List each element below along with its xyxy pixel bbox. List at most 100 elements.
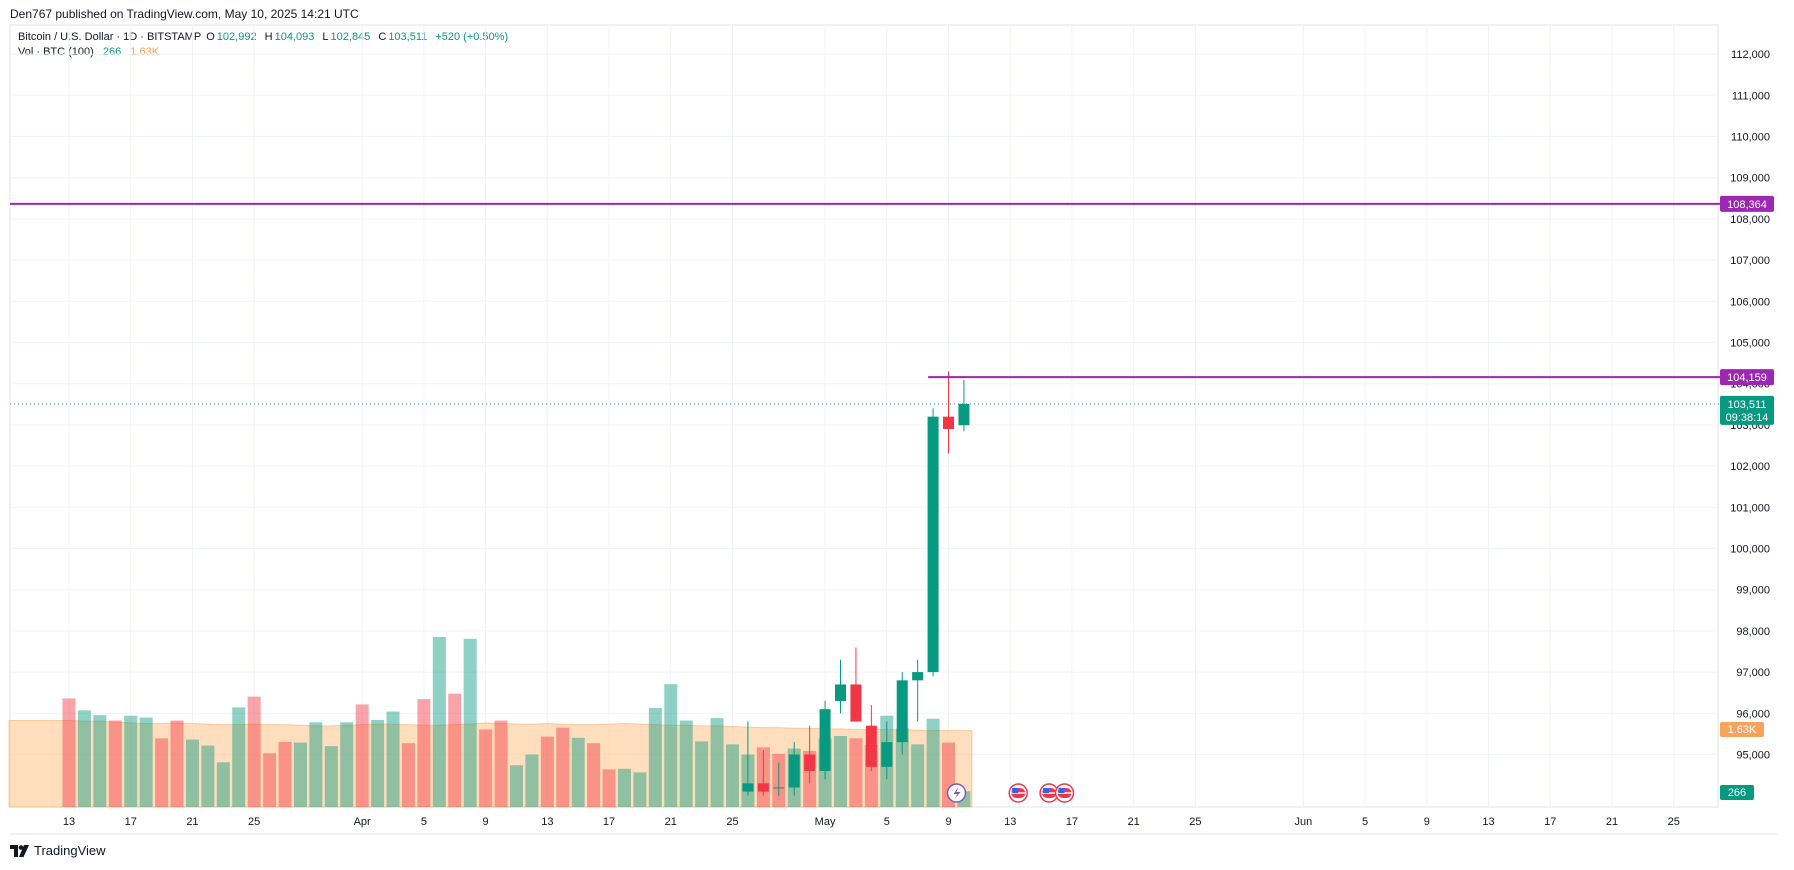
date-tick-label: 13 [63,816,75,828]
close-label: C [378,31,387,43]
date-tick-label: Jun [1295,816,1313,828]
brand-name[interactable]: TradingView [34,843,106,858]
candle-body[interactable] [773,787,785,789]
candle-body[interactable] [912,672,924,681]
date-tick-label: 9 [483,816,489,828]
volume-bar [556,727,570,807]
volume-bar [340,722,354,807]
date-tick-label: 21 [1606,816,1618,828]
volume-bar [911,744,925,807]
volume-bar [185,739,199,807]
volume-bar [587,743,601,807]
candle-body[interactable] [881,742,893,767]
volume-ma-value: 1.63K [130,46,160,58]
candle-body[interactable] [958,403,970,426]
date-tick-label: 13 [1004,816,1016,828]
candle-body[interactable] [865,725,877,767]
volume-title[interactable]: Vol · BTC (100) [18,46,94,58]
volume-bar [216,762,230,807]
open-value: 102,992 [216,31,257,43]
volume-ma-badge-label: 1.63K [1728,724,1757,736]
volume-bar [293,742,307,807]
candle-body[interactable] [943,416,955,430]
volume-bar [664,684,678,807]
date-tick-label: 21 [665,816,677,828]
price-tick-label: 111,000 [1732,90,1770,102]
date-tick-label: May [815,816,836,828]
date-tick-label: 25 [1668,816,1680,828]
volume-last-badge [1720,785,1754,800]
tradingview-logo-icon [10,844,29,857]
candle-body[interactable] [927,416,939,673]
price-tick-label: 105,000 [1730,338,1770,350]
price-tick-label: 95,000 [1736,750,1770,762]
volume-bar [247,696,261,807]
volume-bar [278,741,292,807]
high-label: H [264,31,273,43]
volume-bar [926,718,940,807]
volume-bar [77,710,91,807]
date-tick-label: 21 [1128,816,1140,828]
volume-bar [725,744,739,807]
volume-bar [263,753,277,807]
date-tick-label: Apr [354,816,371,828]
candle-body[interactable] [788,754,800,788]
price-tick-label: 109,000 [1730,173,1770,185]
date-tick-label: 25 [726,816,738,828]
countdown-label: 09:38:14 [1726,412,1769,424]
volume-ma-area [8,720,973,808]
price-tick-label: 99,000 [1736,585,1770,597]
candle-body[interactable] [742,783,754,792]
volume-bar [849,738,863,807]
high-value: 104,093 [274,31,315,43]
publish-info: Den767 published on TradingView.com, May… [10,7,359,21]
price-tick-label: 107,000 [1730,255,1770,267]
volume-bar [355,704,369,807]
volume-bar [93,715,107,807]
candle-body[interactable] [835,684,846,701]
price-tick-label: 112,000 [1731,49,1770,61]
candle-body[interactable] [804,754,816,771]
volume-bar [494,720,508,807]
price-tick-label: 108,000 [1730,214,1770,226]
low-value: 102,845 [330,31,371,43]
volume-bar [108,720,122,807]
level-price-label: 108,364 [1727,199,1767,211]
volume-bar [309,722,323,807]
us-flag-icon-canton [1058,788,1065,793]
volume-bar [371,719,385,807]
candle-body[interactable] [850,684,862,722]
level-price-label: 104,159 [1727,372,1767,384]
price-tick-label: 98,000 [1736,626,1770,638]
volume-bar [201,745,215,807]
volume-bar [509,765,523,807]
volume-bar [479,729,493,807]
price-tick-label: 96,000 [1736,708,1770,720]
price-tick-label: 106,000 [1730,296,1770,308]
volume-bar [602,769,616,807]
low-label: L [322,31,329,43]
lightning-icon-glyph [953,787,961,799]
candle-body[interactable] [757,783,769,792]
date-tick-label: 17 [1066,816,1078,828]
candle-body[interactable] [819,709,831,771]
price-tick-label: 102,000 [1730,461,1770,473]
volume-bar [401,743,415,807]
volume-bar [386,711,400,807]
date-tick-label: 9 [1424,816,1430,828]
volume-bar [648,707,662,807]
symbol-title[interactable]: Bitcoin / U.S. Dollar · 1D · BITSTAMP [18,31,202,43]
volume-bar [448,693,462,807]
date-tick-label: 13 [541,816,553,828]
volume-bar [834,736,847,807]
volume-last-badge-label: 266 [1728,787,1746,799]
last-price-badge [1720,395,1774,425]
volume-bar [525,754,539,807]
chart-pane-border [9,24,1719,808]
change-value: +520 (+0.50%) [435,31,509,43]
volume-bar [324,746,338,807]
volume-bar [463,638,477,807]
last-price-label: 103,511 [1728,399,1767,411]
candle-body[interactable] [896,680,908,743]
